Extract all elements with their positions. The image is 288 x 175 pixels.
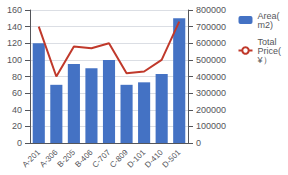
svg-text:400000: 400000 bbox=[196, 72, 226, 82]
svg-text:120: 120 bbox=[7, 38, 22, 48]
svg-text:0: 0 bbox=[17, 138, 22, 148]
svg-text:160: 160 bbox=[7, 5, 22, 15]
svg-text:A-306: A-306 bbox=[38, 147, 60, 169]
svg-text:Area(: Area( bbox=[257, 10, 280, 21]
svg-text:200000: 200000 bbox=[196, 105, 226, 115]
svg-text:D-410: D-410 bbox=[143, 147, 165, 169]
svg-text:700000: 700000 bbox=[196, 22, 226, 32]
svg-text:Price(: Price( bbox=[257, 45, 281, 56]
svg-text:D-501: D-501 bbox=[161, 147, 183, 169]
svg-text:140: 140 bbox=[7, 22, 22, 32]
svg-text:¥）: ¥） bbox=[256, 55, 271, 65]
svg-text:0: 0 bbox=[196, 138, 201, 148]
svg-text:C-707: C-707 bbox=[90, 147, 112, 169]
svg-text:80: 80 bbox=[12, 72, 22, 82]
svg-text:A-201: A-201 bbox=[21, 147, 43, 169]
svg-text:Total: Total bbox=[257, 36, 277, 47]
svg-text:500000: 500000 bbox=[196, 55, 226, 65]
svg-text:B-406: B-406 bbox=[73, 147, 95, 169]
svg-text:60: 60 bbox=[12, 88, 22, 98]
svg-text:40: 40 bbox=[12, 105, 22, 115]
svg-text:300000: 300000 bbox=[196, 88, 226, 98]
svg-text:20: 20 bbox=[12, 121, 22, 131]
svg-text:100000: 100000 bbox=[196, 121, 226, 131]
svg-text:m2): m2) bbox=[257, 20, 273, 30]
svg-text:800000: 800000 bbox=[196, 5, 226, 15]
svg-text:600000: 600000 bbox=[196, 38, 226, 48]
svg-text:C-809: C-809 bbox=[108, 147, 130, 169]
svg-text:D-101: D-101 bbox=[126, 147, 148, 169]
svg-text:100: 100 bbox=[7, 55, 22, 65]
svg-text:B-205: B-205 bbox=[56, 147, 78, 169]
